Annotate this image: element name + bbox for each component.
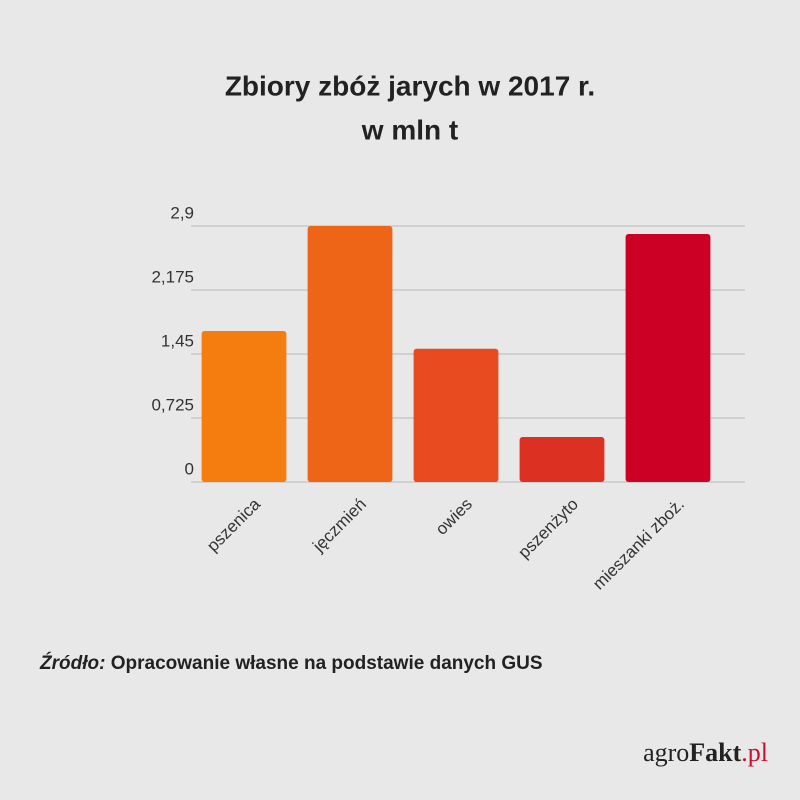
y-tick-label: 2,9 <box>170 203 194 222</box>
source-text: Opracowanie własne na podstawie danych G… <box>111 653 543 674</box>
bar <box>519 436 605 482</box>
chart-subtitle: w mln t <box>361 114 458 145</box>
bar <box>307 226 393 482</box>
logo: agroFakt.pl <box>643 738 768 767</box>
bar <box>413 348 499 482</box>
y-tick-label: 1,45 <box>161 331 194 350</box>
y-tick-label: 0,725 <box>151 395 194 414</box>
y-tick-label: 0 <box>185 459 194 478</box>
y-tick-label: 2,175 <box>151 267 194 286</box>
bar <box>625 233 711 482</box>
source-label: Źródło: <box>39 652 105 674</box>
source: Źródło: Opracowanie własne na podstawie … <box>39 652 543 674</box>
chart-title: Zbiory zbóż jarych w 2017 r. <box>225 70 595 101</box>
logo-part: .pl <box>741 738 768 767</box>
logo-part: agro <box>643 738 689 767</box>
logo-part: Fakt <box>689 738 741 767</box>
bar <box>201 331 287 482</box>
